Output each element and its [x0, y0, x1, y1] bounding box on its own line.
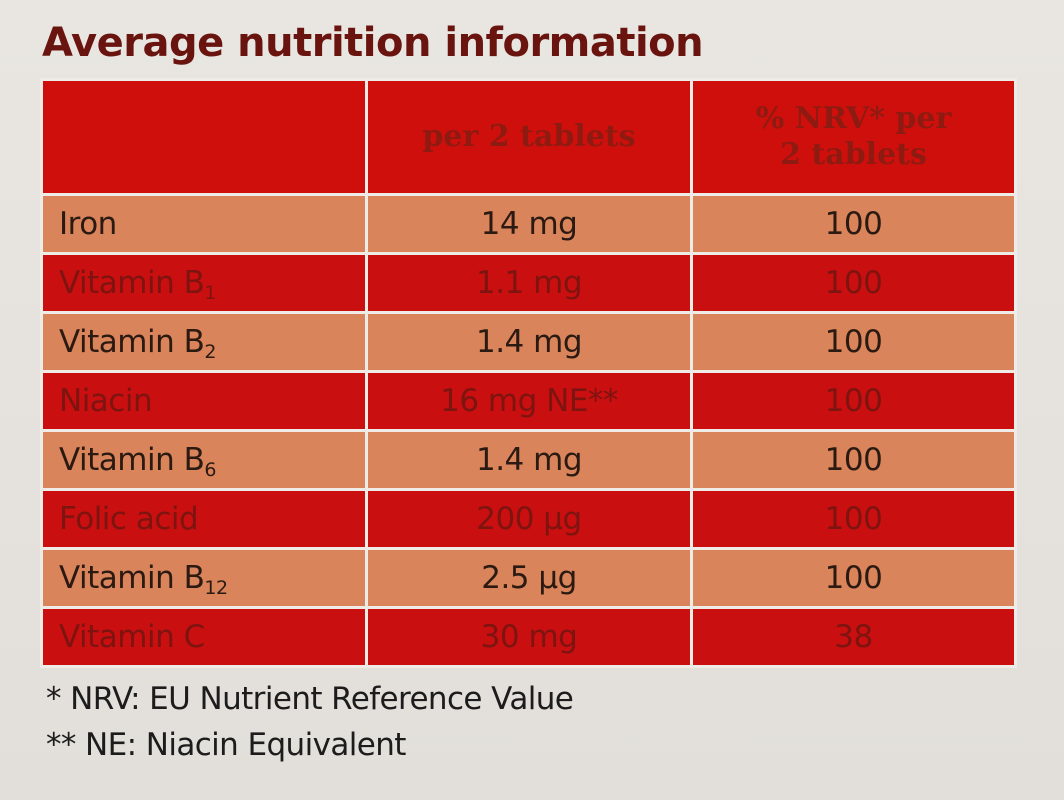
nutrient-nrv: 100 — [690, 252, 1017, 314]
nutrient-nrv: 100 — [690, 311, 1017, 373]
nutrient-amount: 1.4 mg — [365, 311, 693, 373]
nutrition-table: per 2 tablets % NRV* per 2 tablets Iron … — [40, 78, 1017, 668]
nutrient-name: Iron — [40, 193, 368, 255]
nutrient-nrv: 100 — [690, 488, 1017, 550]
table-row: Vitamin C 30 mg 38 — [40, 606, 1017, 668]
nutrient-name: Vitamin C — [40, 606, 368, 668]
nutrient-amount: 2.5 µg — [365, 547, 693, 609]
nutrient-name: Vitamin B1 — [40, 252, 368, 314]
footnotes: * NRV: EU Nutrient Reference Value ** NE… — [46, 676, 574, 768]
header-nrv: % NRV* per 2 tablets — [690, 78, 1017, 196]
nutrient-name: Vitamin B2 — [40, 311, 368, 373]
table-row: Iron 14 mg 100 — [40, 193, 1017, 255]
nutrient-nrv: 100 — [690, 429, 1017, 491]
table-row: Folic acid 200 µg 100 — [40, 488, 1017, 550]
footnote-ne: ** NE: Niacin Equivalent — [46, 727, 406, 763]
table-row: Vitamin B6 1.4 mg 100 — [40, 429, 1017, 491]
nutrient-nrv: 38 — [690, 606, 1017, 668]
nutrient-amount: 30 mg — [365, 606, 693, 668]
nutrient-amount: 16 mg NE** — [365, 370, 693, 432]
nutrient-amount: 200 µg — [365, 488, 693, 550]
nutrient-nrv: 100 — [690, 547, 1017, 609]
table-row: Vitamin B2 1.4 mg 100 — [40, 311, 1017, 373]
header-per-2-tablets: per 2 tablets — [365, 78, 693, 196]
page-title: Average nutrition information — [42, 20, 704, 66]
nutrient-name: Vitamin B12 — [40, 547, 368, 609]
nutrition-table-container: per 2 tablets % NRV* per 2 tablets Iron … — [40, 78, 1017, 668]
nutrient-nrv: 100 — [690, 193, 1017, 255]
nutrient-nrv: 100 — [690, 370, 1017, 432]
table-row: Niacin 16 mg NE** 100 — [40, 370, 1017, 432]
nutrient-amount: 1.1 mg — [365, 252, 693, 314]
footnote-nrv: * NRV: EU Nutrient Reference Value — [46, 681, 574, 717]
table-row: Vitamin B1 1.1 mg 100 — [40, 252, 1017, 314]
nutrient-amount: 14 mg — [365, 193, 693, 255]
table-header-row: per 2 tablets % NRV* per 2 tablets — [40, 78, 1017, 196]
nutrient-name: Folic acid — [40, 488, 368, 550]
nutrient-name: Vitamin B6 — [40, 429, 368, 491]
table-row: Vitamin B12 2.5 µg 100 — [40, 547, 1017, 609]
header-nutrient — [40, 78, 368, 196]
nutrient-amount: 1.4 mg — [365, 429, 693, 491]
nutrient-name: Niacin — [40, 370, 368, 432]
